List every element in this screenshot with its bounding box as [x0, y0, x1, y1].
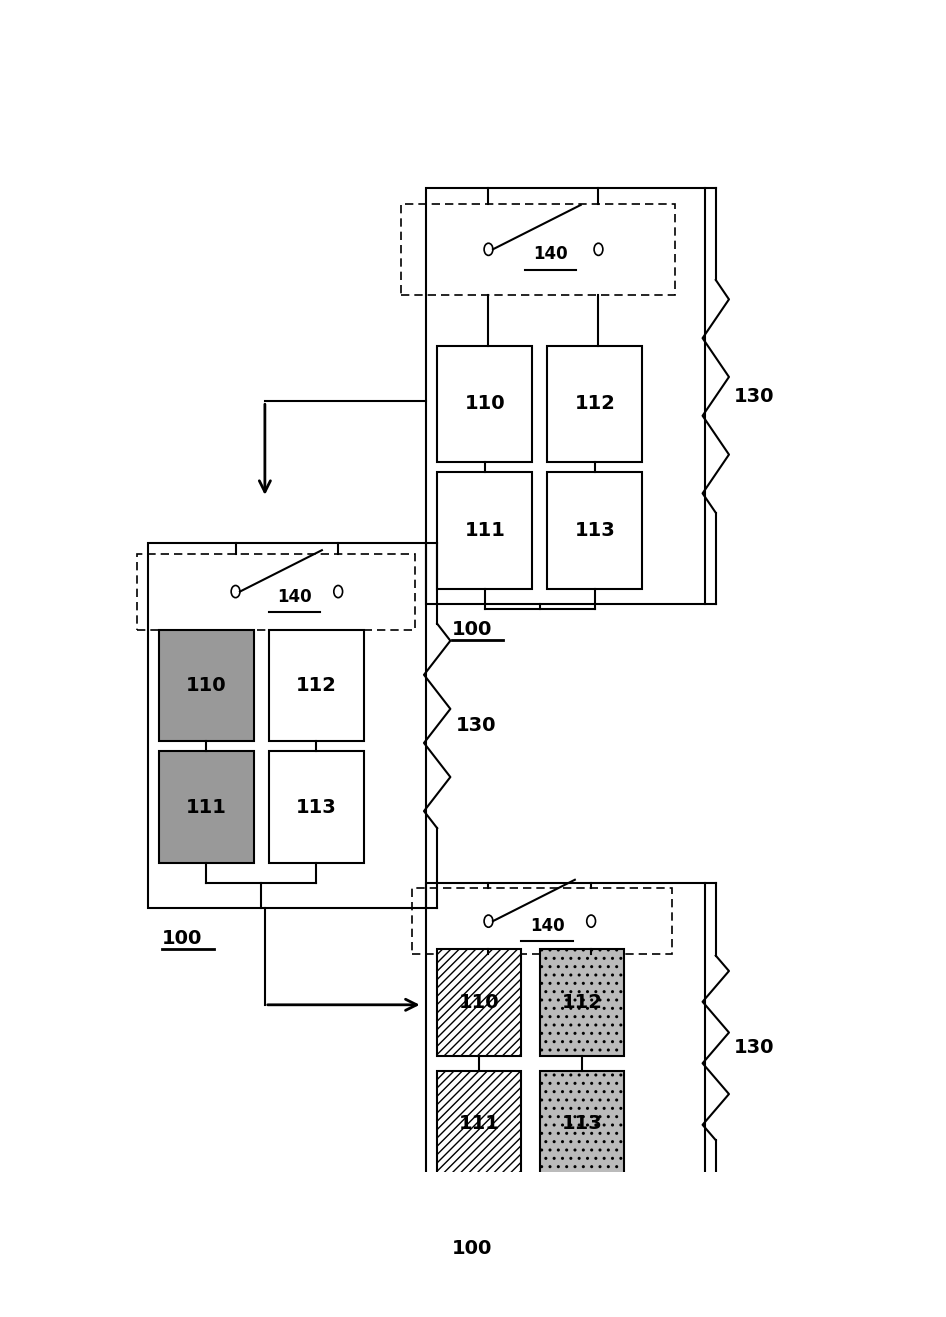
Text: 112: 112 [562, 993, 603, 1011]
Text: 100: 100 [452, 620, 492, 639]
Text: 110: 110 [459, 993, 499, 1011]
Text: 140: 140 [530, 917, 565, 935]
Text: 112: 112 [574, 395, 615, 414]
Bar [547, 345, 642, 462]
Bar [400, 204, 675, 295]
Text: 100: 100 [163, 930, 202, 948]
Bar [540, 1071, 624, 1177]
Text: 100: 100 [452, 1239, 492, 1258]
Text: 112: 112 [296, 676, 337, 695]
Bar [437, 345, 533, 462]
Bar [540, 950, 624, 1055]
Bar [148, 544, 426, 909]
Text: 130: 130 [734, 387, 775, 406]
Text: 110: 110 [186, 676, 226, 695]
Bar [547, 473, 642, 589]
Bar [437, 473, 533, 589]
Text: 113: 113 [574, 522, 615, 540]
Bar [159, 751, 254, 863]
Bar [437, 950, 521, 1055]
Bar [426, 884, 705, 1213]
Text: 130: 130 [734, 1038, 775, 1058]
Bar [159, 630, 254, 741]
Text: 113: 113 [296, 798, 337, 817]
Bar [269, 751, 364, 863]
Text: 111: 111 [464, 522, 505, 540]
Text: 111: 111 [185, 798, 227, 817]
Text: 130: 130 [456, 716, 496, 735]
Text: 113: 113 [562, 1114, 603, 1134]
Text: 111: 111 [459, 1114, 499, 1134]
Text: 140: 140 [277, 587, 311, 606]
Bar [269, 630, 364, 741]
Bar [437, 1071, 521, 1177]
Text: 110: 110 [464, 395, 505, 414]
Bar [136, 553, 415, 630]
Bar [412, 888, 672, 954]
Bar [426, 188, 705, 605]
Text: 140: 140 [534, 245, 569, 263]
